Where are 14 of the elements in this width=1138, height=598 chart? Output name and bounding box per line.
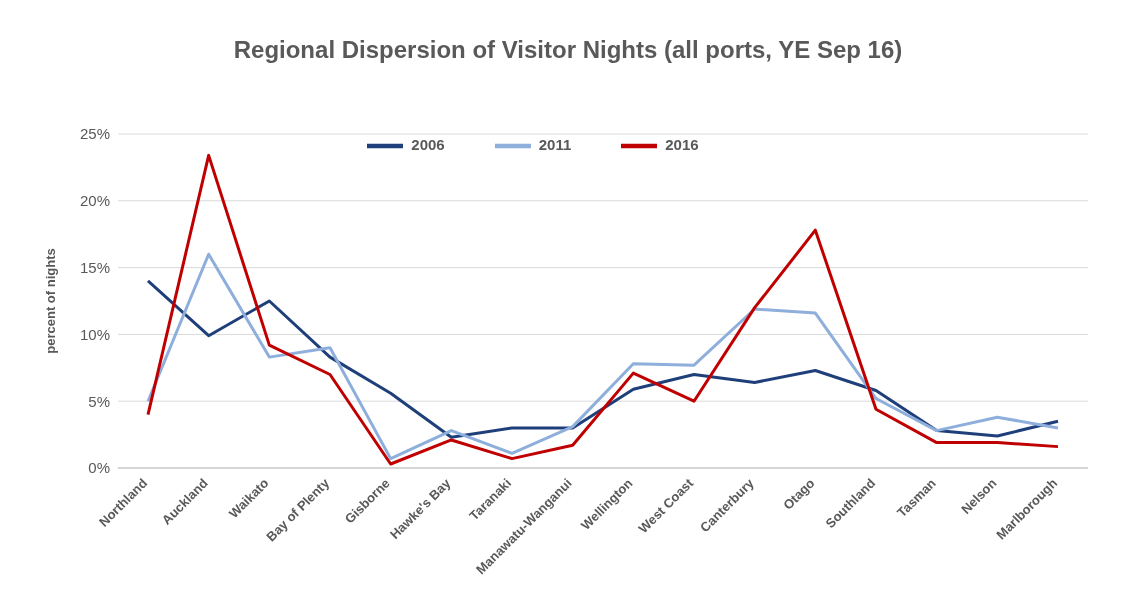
y-tick-label: 10%	[79, 325, 110, 343]
line-series	[146, 153, 1060, 466]
y-axis-title: percent of nights	[42, 248, 58, 354]
line-series	[146, 279, 1060, 439]
y-tick-label: 0%	[88, 459, 110, 477]
legend-label: 2016	[665, 135, 699, 153]
y-tick-label: 5%	[88, 392, 110, 410]
legend-label: 2011	[538, 135, 572, 153]
y-tick-label: 25%	[79, 125, 110, 143]
legend-label: 2006	[411, 135, 445, 153]
line-series	[146, 252, 1060, 461]
chart-title: Regional Dispersion of Visitor Nights (all ports, YE Sep 16)	[232, 36, 904, 64]
y-tick-label: 20%	[79, 192, 110, 210]
y-tick-label: 15%	[79, 258, 110, 276]
